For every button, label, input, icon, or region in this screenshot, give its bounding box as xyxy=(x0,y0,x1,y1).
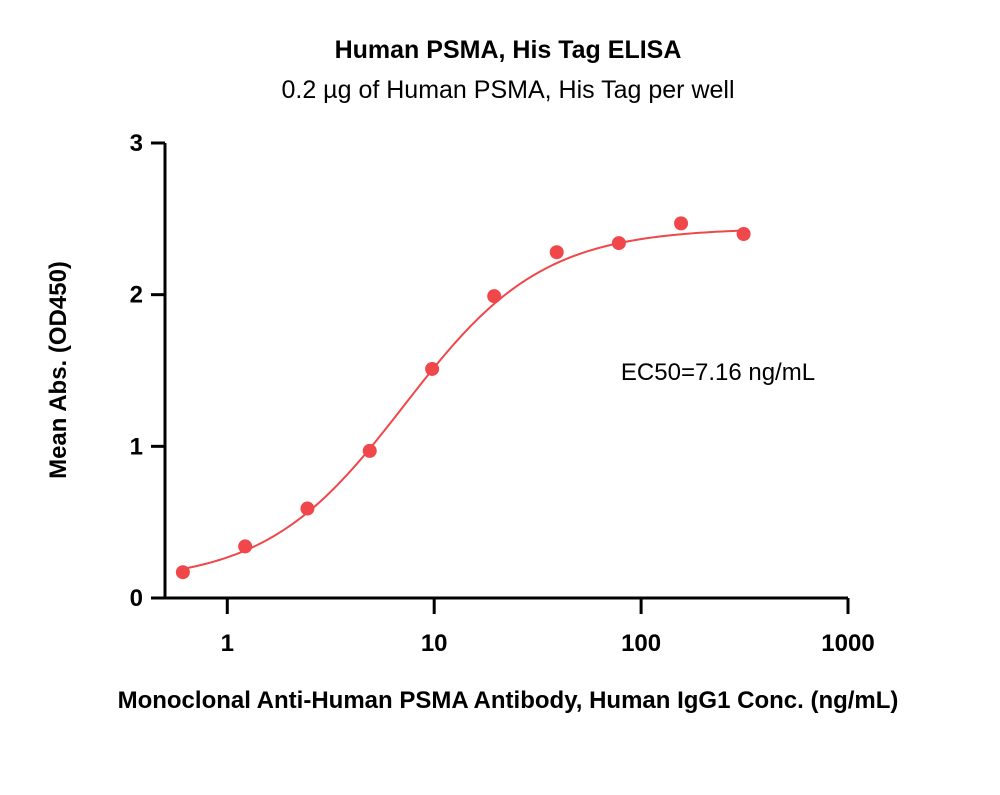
y-axis-label: Mean Abs. (OD450) xyxy=(45,261,72,479)
x-axis-label: Monoclonal Anti-Human PSMA Antibody, Hum… xyxy=(118,687,899,714)
data-point xyxy=(425,361,440,376)
data-point xyxy=(175,565,190,580)
x-tick-label: 100 xyxy=(621,630,661,657)
data-point xyxy=(674,216,689,231)
x-tick-label: 1000 xyxy=(821,630,874,657)
data-point xyxy=(238,539,253,554)
y-tick-label: 0 xyxy=(130,585,143,612)
data-point xyxy=(549,245,564,260)
data-point xyxy=(611,236,626,251)
y-tick-label: 1 xyxy=(130,433,143,460)
data-point xyxy=(300,501,315,516)
x-tick-label: 10 xyxy=(421,630,448,657)
axes: 0 1 2 3 1 10 100 1000 xyxy=(130,130,875,657)
fit-curve-layer xyxy=(182,229,744,570)
y-tick-label: 3 xyxy=(130,130,143,157)
fit-curve xyxy=(182,229,744,570)
data-point xyxy=(362,443,377,458)
y-tick-label: 2 xyxy=(130,282,143,309)
chart-subtitle: 0.2 µg of Human PSMA, His Tag per well xyxy=(281,76,734,104)
data-point xyxy=(487,289,502,304)
ec50-annotation: EC50=7.16 ng/mL xyxy=(621,359,815,386)
x-tick-label: 1 xyxy=(221,630,234,657)
data-point xyxy=(736,227,751,241)
data-points xyxy=(175,216,751,580)
chart-title: Human PSMA, His Tag ELISA xyxy=(335,36,682,64)
